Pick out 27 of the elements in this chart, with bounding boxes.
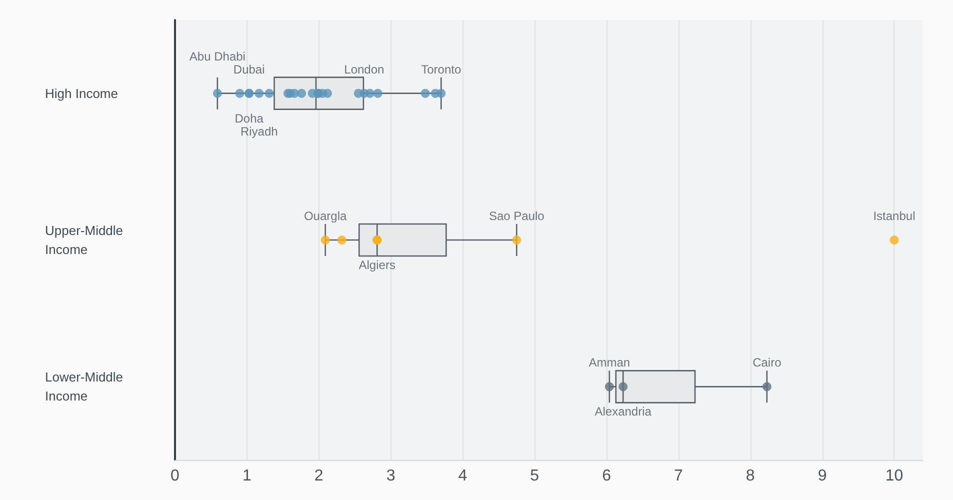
x-tick-label: 4 xyxy=(458,468,468,484)
annotation: Abu Dhabi xyxy=(189,49,246,64)
x-tick-label: 3 xyxy=(386,468,396,484)
annotation: London xyxy=(344,62,384,76)
annotation: Riyadh xyxy=(240,124,278,138)
annotation: Dubai xyxy=(233,62,265,76)
annotation: Istanbul xyxy=(873,209,916,223)
y-tick-label: High Income xyxy=(45,86,118,101)
x-tick-label: 7 xyxy=(674,468,684,484)
x-tick-label: 10 xyxy=(885,468,904,484)
x-tick-label: 6 xyxy=(602,468,612,484)
annotation: Toronto xyxy=(421,62,462,76)
y-tick-label: Upper-Middle Income xyxy=(45,223,127,257)
x-tick-label: 9 xyxy=(818,468,827,484)
annotation: Cairo xyxy=(752,356,782,370)
x-tick-label: 0 xyxy=(170,468,180,484)
annotation: Doha xyxy=(234,111,264,126)
x-tick-label: 2 xyxy=(314,468,324,484)
annotation: Algiers xyxy=(358,258,396,272)
x-tick-label: 8 xyxy=(746,468,755,484)
annotation: Amman xyxy=(588,356,630,370)
x-tick-label: 5 xyxy=(530,468,540,484)
y-tick-label: Lower-Middle Income xyxy=(45,370,127,404)
annotation: Ouargla xyxy=(304,209,347,223)
annotation: Alexandria xyxy=(594,404,652,419)
x-tick-label: 1 xyxy=(242,468,252,484)
annotation: Sao Paulo xyxy=(488,209,545,223)
